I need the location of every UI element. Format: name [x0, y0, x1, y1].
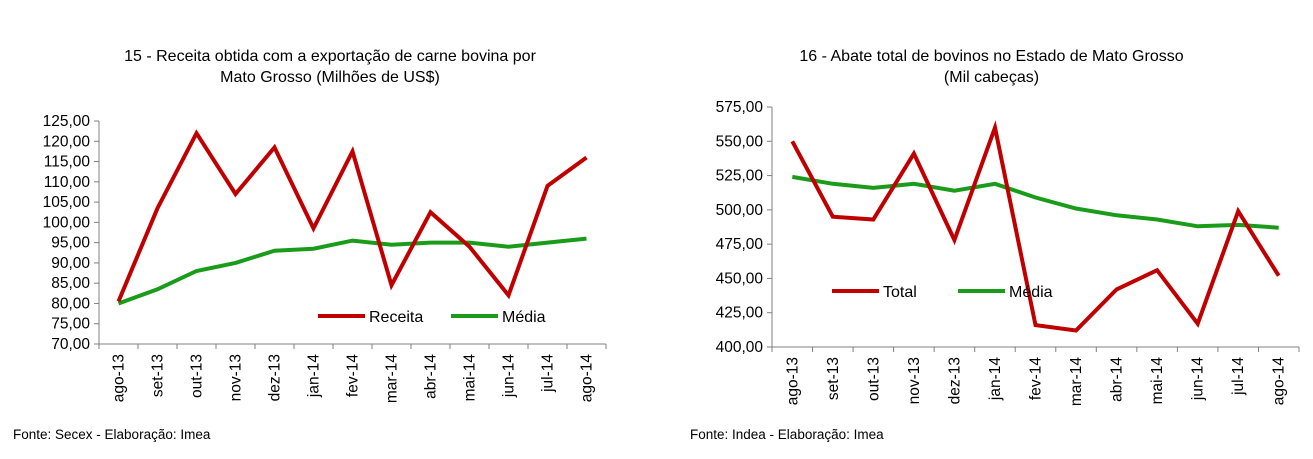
- y-tick-label: 100,00: [43, 214, 91, 231]
- x-tick-label: mar-14: [1068, 357, 1085, 406]
- x-tick-label: jan-14: [987, 357, 1004, 401]
- y-tick-label: 105,00: [43, 194, 91, 211]
- x-tick-label: mar-14: [384, 354, 401, 403]
- y-tick-label: 425,00: [716, 305, 764, 322]
- x-tick-label: jun-14: [501, 354, 518, 398]
- y-tick-label: 475,00: [716, 236, 764, 253]
- series-line-average: [791, 174, 1279, 230]
- y-tick-label: 115,00: [44, 154, 91, 171]
- x-tick-label: dez-13: [267, 354, 284, 401]
- y-tick-label: 75,00: [51, 316, 90, 333]
- x-tick-label: nov-13: [228, 354, 245, 401]
- x-tick-label: abr-14: [1109, 357, 1126, 402]
- x-tick-label: ago-14: [579, 354, 596, 403]
- chart-title: 16 - Abate total de bovinos no Estado de…: [670, 46, 1313, 88]
- x-tick-label: jan-14: [306, 354, 323, 398]
- series-line-main: [790, 120, 1281, 333]
- x-tick-label: fev-14: [345, 354, 362, 397]
- x-tick-label: set-13: [150, 354, 167, 397]
- legend-label: Média: [1009, 284, 1053, 301]
- chart-title-line-1: 16 - Abate total de bovinos no Estado de…: [799, 48, 1184, 65]
- x-tick-label: out-13: [189, 354, 206, 398]
- legend-label: Total: [883, 284, 917, 301]
- y-tick-label: 575,00: [716, 99, 764, 116]
- chart-title-line-2: (Mil cabeças): [943, 69, 1040, 86]
- chart-abate-bovinos: 16 - Abate total de bovinos no Estado de…: [670, 0, 1313, 459]
- y-tick-label: 85,00: [51, 275, 90, 292]
- x-tick-label: dez-13: [946, 357, 963, 404]
- x-tick-label: fev-14: [1028, 357, 1045, 400]
- chart-plot: 70,00 75,00 80,00 85,00 90,00 95,00 100,00 105,…: [43, 113, 607, 403]
- legend-label: Média: [502, 309, 546, 326]
- x-tick-label: out-13: [865, 357, 882, 401]
- x-tick-label: jun-14: [1190, 357, 1207, 401]
- x-tick-label: ago-13: [784, 357, 801, 405]
- x-tick-label: abr-14: [423, 354, 440, 399]
- chart-source: Fonte: Secex - Elaboração: Imea: [13, 427, 211, 442]
- y-tick-label: 550,00: [716, 133, 764, 150]
- series-line-main: [116, 129, 588, 303]
- x-tick-label: jul-14: [540, 354, 557, 393]
- y-tick-label: 70,00: [51, 336, 90, 353]
- x-tick-label: mai-14: [1149, 357, 1166, 405]
- y-tick-label: 450,00: [716, 270, 764, 287]
- chart-receita-exportacao: 15 - Receita obtida com a exportação de …: [0, 46, 660, 442]
- chart-title-line-2: Mato Grosso (Milhões de US$): [220, 69, 440, 86]
- x-tick-label: ago-13: [111, 354, 128, 402]
- x-tick-label: mai-14: [462, 354, 479, 402]
- series-line-average: [117, 236, 587, 306]
- x-tick-label: ago-14: [1271, 357, 1288, 406]
- x-tick-label: nov-13: [906, 357, 923, 404]
- y-tick-label: 525,00: [716, 168, 764, 185]
- y-tick-label: 90,00: [51, 255, 90, 272]
- chart-plot: 400,00 425,00 450,00 475,00 500,00 525,00 550,…: [716, 99, 1300, 406]
- chart-title-line-1: 15 - Receita obtida com a exportação de …: [124, 48, 536, 65]
- y-tick-label: 500,00: [716, 202, 764, 219]
- legend-label: Receita: [369, 309, 423, 326]
- x-tick-label: set-13: [825, 357, 842, 400]
- y-tick-label: 120,00: [43, 133, 91, 150]
- y-tick-label: 125,00: [43, 113, 91, 130]
- y-tick-label: 95,00: [51, 235, 90, 252]
- y-tick-label: 400,00: [716, 339, 764, 356]
- y-tick-label: 80,00: [51, 295, 90, 312]
- chart-source: Fonte: Indea - Elaboração: Imea: [690, 427, 884, 442]
- x-tick-label: jul-14: [1230, 357, 1247, 396]
- y-tick-label: 110,00: [44, 174, 91, 191]
- chart-title: 15 - Receita obtida com a exportação de …: [0, 46, 660, 88]
